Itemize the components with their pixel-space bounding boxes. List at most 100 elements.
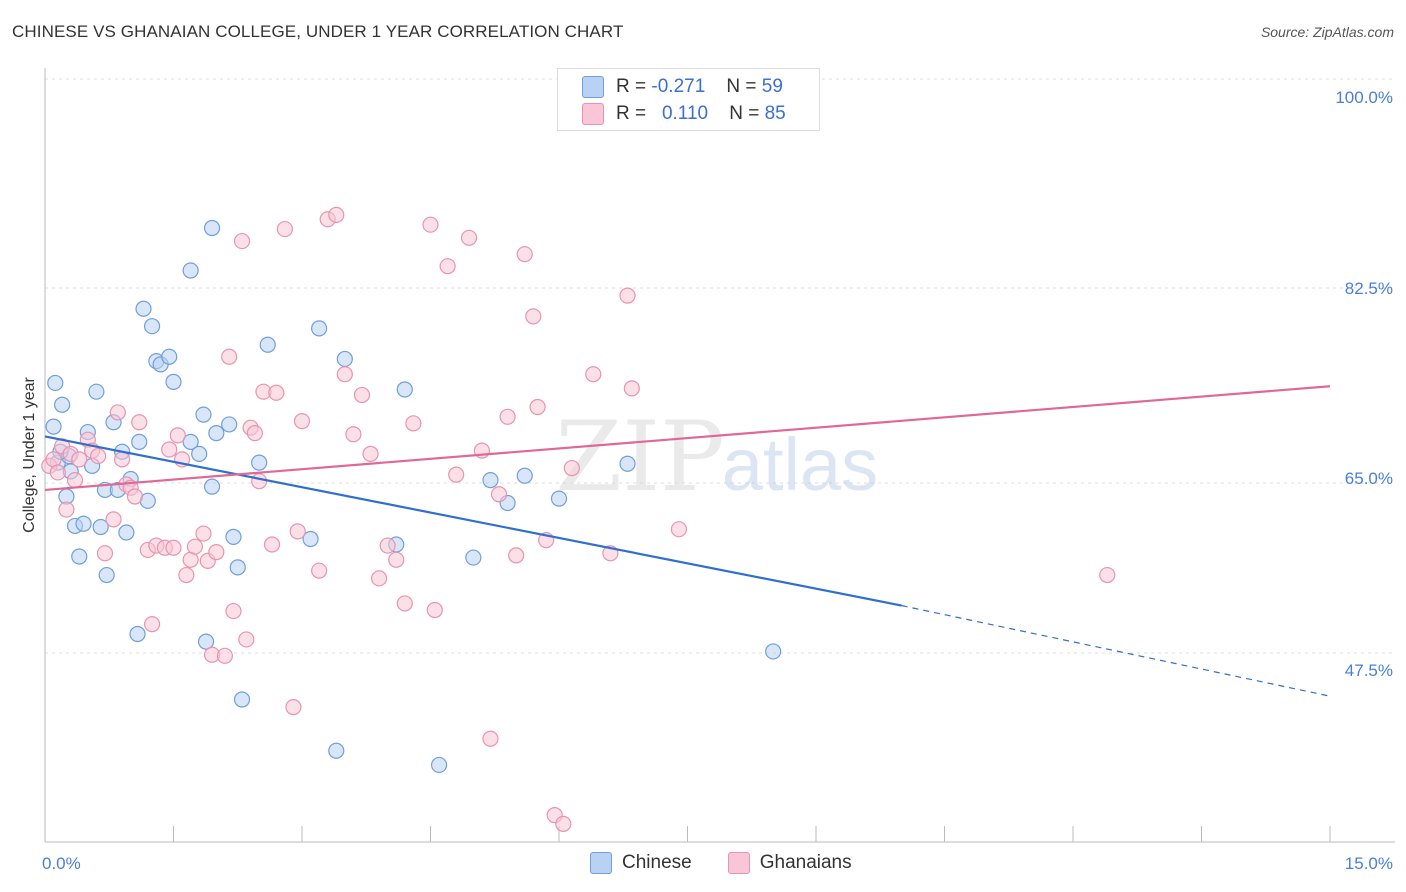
ghanaian-point	[460, 229, 478, 246]
ghanaian-point	[362, 445, 379, 462]
ghanaian-point	[263, 536, 281, 553]
chinese-point	[482, 471, 499, 489]
ghanaian-point	[251, 473, 268, 490]
ghanaian-point	[422, 216, 439, 233]
chinese-point	[135, 300, 152, 317]
axes	[44, 68, 1395, 843]
legend-item-chinese: Chinese	[590, 852, 692, 874]
grid-lines	[45, 78, 1395, 654]
chinese-point	[619, 455, 636, 472]
chinese-point	[328, 742, 345, 759]
ghanaian-point	[508, 547, 525, 564]
ghanaian-point	[105, 511, 122, 528]
ghanaian-point	[143, 616, 161, 633]
ghanaian-point	[353, 386, 371, 404]
r-label: R =	[616, 103, 647, 124]
chinese-point	[182, 262, 199, 279]
chinese-point	[225, 528, 242, 545]
ghanaian-point	[161, 441, 178, 458]
ghanaian-point	[208, 544, 225, 561]
ghanaian-point	[268, 384, 285, 401]
legend-swatch-ghanaians	[582, 103, 604, 125]
ghanaian-point	[1099, 566, 1116, 584]
n-label: N =	[726, 76, 757, 97]
chinese-point	[465, 549, 482, 566]
ghanaian-point	[585, 366, 602, 383]
chinese-point	[92, 518, 109, 536]
chinese-point	[131, 433, 148, 450]
ghanaian-point	[246, 425, 263, 442]
chart-title: CHINESE VS GHANAIAN COLLEGE, UNDER 1 YEA…	[12, 22, 624, 41]
ghanaian-point	[405, 415, 422, 432]
y-tick-label: 100.0%	[1335, 88, 1393, 107]
ghanaian-point	[66, 471, 84, 489]
series-legend: Chinese Ghanaians	[590, 852, 888, 874]
ghanaian-point	[379, 537, 396, 554]
ghanaian-point	[439, 258, 456, 275]
chinese-point	[229, 559, 246, 576]
r-value-ghanaians: 0.110	[661, 103, 709, 124]
legend-label-chinese: Chinese	[622, 852, 692, 873]
ghanaian-point	[276, 220, 293, 238]
chinese-point	[195, 406, 212, 423]
chinese-trend-extension	[901, 605, 1331, 697]
ghanaian-point	[555, 815, 572, 832]
chinese-point	[221, 416, 238, 433]
chinese-point	[259, 336, 276, 353]
chinese-point	[71, 548, 88, 565]
legend-label-ghanaians: Ghanaians	[759, 852, 852, 873]
ghanaian-point	[216, 647, 233, 664]
ghanaian-point	[448, 466, 465, 483]
chinese-point	[516, 467, 533, 484]
chinese-point	[165, 373, 182, 390]
ghanaian-point	[490, 486, 508, 503]
ghanaian-trend-line	[44, 385, 1331, 492]
source-label: Source: ZipAtlas.com	[1260, 24, 1394, 40]
ghanaian-point	[58, 501, 75, 518]
chinese-point	[118, 524, 135, 541]
tick-labels: 47.5% 65.0% 82.5% 100.0% 0.0% 15.0%	[42, 88, 1393, 873]
ghanaian-point	[221, 348, 238, 365]
ghanaian-point	[619, 287, 636, 304]
legend-swatch-ghanaians	[727, 852, 750, 874]
chinese-point	[233, 691, 251, 708]
ghanaian-point	[186, 538, 204, 555]
x-tick-label: 0.0%	[42, 854, 81, 873]
ghanaian-point	[388, 551, 405, 568]
x-tick-label: 15.0%	[1345, 854, 1393, 873]
chinese-point	[54, 396, 71, 413]
chinese-point	[197, 633, 215, 650]
ghanaian-point	[529, 398, 546, 416]
chinese-point	[336, 350, 353, 368]
ghanaian-point	[96, 545, 114, 562]
chinese-point	[302, 530, 319, 548]
chinese-point	[191, 445, 208, 462]
stats-legend: R = -0.271 N = 59 R = 0.110 N = 85	[557, 68, 820, 131]
chinese-point	[45, 418, 62, 435]
r-label: R =	[616, 76, 647, 97]
legend-text-ghanaians: R = 0.110 N = 85	[616, 103, 786, 125]
ghanaian-point	[328, 206, 345, 223]
ghanaian-point	[371, 570, 388, 587]
legend-text-chinese: R = -0.271 N = 59	[616, 76, 783, 98]
ghanaian-point	[49, 464, 66, 481]
ghanaian-point	[311, 562, 328, 579]
chinese-point	[765, 643, 782, 660]
watermark: ZIP atlas	[555, 401, 878, 513]
chinese-point	[203, 219, 221, 237]
watermark-atlas: atlas	[722, 423, 878, 506]
chinese-point	[161, 348, 178, 365]
chinese-point	[311, 320, 328, 337]
ghanaian-point	[623, 380, 640, 397]
legend-item-ghanaians: Ghanaians	[727, 852, 852, 874]
ghanaian-point	[289, 523, 306, 540]
ghanaian-point	[516, 246, 533, 263]
ghanaian-point	[426, 601, 443, 619]
chinese-point	[251, 454, 268, 471]
r-value-chinese: -0.271	[651, 76, 706, 97]
ghanaian-point	[285, 699, 302, 716]
data-points	[41, 109, 1116, 832]
watermark-zip: ZIP	[555, 401, 724, 513]
chinese-point	[550, 490, 568, 507]
chinese-point	[143, 318, 161, 335]
